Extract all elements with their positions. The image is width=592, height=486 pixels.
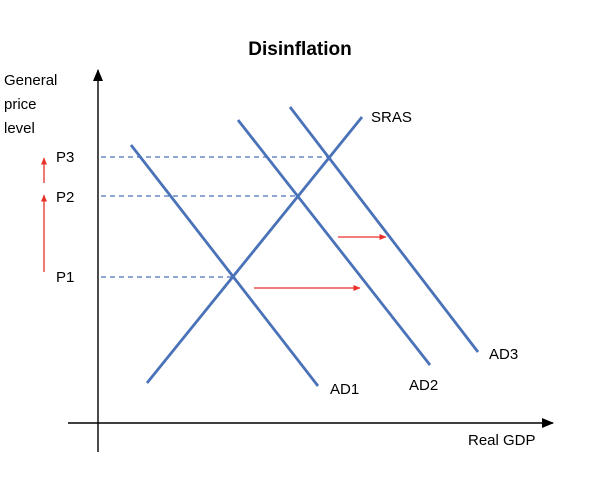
ad1-label: AD1 — [330, 381, 359, 398]
x-axis-label: Real GDP — [468, 432, 536, 449]
p1-label: P1 — [56, 269, 74, 286]
y-axis-label-line-2: price — [4, 96, 37, 113]
diagram-title: Disinflation — [248, 39, 351, 60]
p2-label: P2 — [56, 189, 74, 206]
ad1-curve — [129, 144, 320, 387]
sras-curve — [145, 116, 364, 384]
ad3-curve — [288, 106, 480, 353]
ad3-label: AD3 — [489, 346, 518, 363]
y-axis-label: General price level — [4, 72, 62, 137]
ad2-label: AD2 — [409, 377, 438, 394]
ad2-curve — [236, 119, 432, 366]
p3-label: P3 — [56, 149, 74, 166]
sras-label: SRAS — [371, 109, 412, 126]
y-axis-label-line-3: level — [4, 120, 35, 137]
y-axis-label-line-1: General — [4, 72, 57, 89]
